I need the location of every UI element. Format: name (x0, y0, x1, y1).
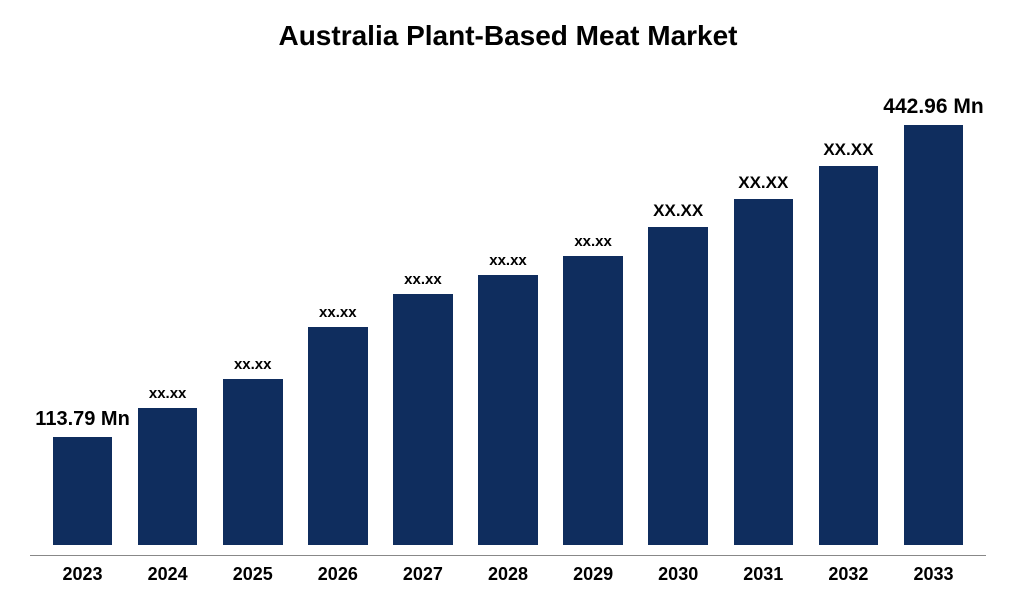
bar-group: xx.xx (295, 122, 380, 545)
x-axis-label: 2032 (806, 564, 891, 585)
x-axis-label: 2029 (551, 564, 636, 585)
x-axis-label: 2033 (891, 564, 976, 585)
x-axis-label: 2026 (295, 564, 380, 585)
bar-value-label: xx.xx (574, 233, 612, 250)
bar (393, 294, 453, 545)
bar-value-label: xx.xx (149, 385, 187, 402)
bar (308, 327, 368, 545)
chart-plot-area: 113.79 Mn xx.xx xx.xx xx.xx xx.xx xx.xx xx.xx X… (30, 62, 986, 555)
bar (563, 256, 623, 545)
bar-value-label: 113.79 Mn (35, 408, 130, 431)
bar-value-label: XX.XX (738, 173, 788, 193)
bar (819, 166, 879, 545)
bar (223, 379, 283, 545)
bar-group: 113.79 Mn (40, 122, 125, 545)
bar-group: xx.xx (380, 122, 465, 545)
bar-group: XX.XX (721, 122, 806, 545)
x-axis-label: 2030 (636, 564, 721, 585)
x-axis-label: 2031 (721, 564, 806, 585)
bar-group: xx.xx (465, 122, 550, 545)
bar-value-label: xx.xx (234, 356, 272, 373)
bar (734, 199, 794, 545)
bar (138, 408, 198, 545)
bar-value-label: XX.XX (823, 140, 873, 160)
bar-group: xx.xx (125, 122, 210, 545)
bar-value-label: xx.xx (489, 252, 527, 269)
bar (478, 275, 538, 545)
bar (53, 437, 113, 545)
bar-group: xx.xx (210, 122, 295, 545)
bar-group: xx.xx (551, 122, 636, 545)
bar-value-label: xx.xx (404, 271, 442, 288)
bar-value-label: XX.XX (653, 201, 703, 221)
bar-group: XX.XX (636, 122, 721, 545)
bar-group: XX.XX (806, 122, 891, 545)
x-axis-label: 2024 (125, 564, 210, 585)
x-axis-label: 2023 (40, 564, 125, 585)
bar (648, 227, 708, 545)
x-axis-label: 2027 (380, 564, 465, 585)
x-axis: 2023202420252026202720282029203020312032… (30, 555, 986, 585)
x-axis-label: 2028 (465, 564, 550, 585)
chart-title: Australia Plant-Based Meat Market (30, 20, 986, 52)
x-axis-label: 2025 (210, 564, 295, 585)
bar-value-label: 442.96 Mn (883, 95, 983, 119)
bar-value-label: xx.xx (319, 304, 357, 321)
chart-container: Australia Plant-Based Meat Market 113.79… (0, 0, 1016, 615)
bar-group: 442.96 Mn (891, 122, 976, 545)
bar (904, 125, 964, 545)
